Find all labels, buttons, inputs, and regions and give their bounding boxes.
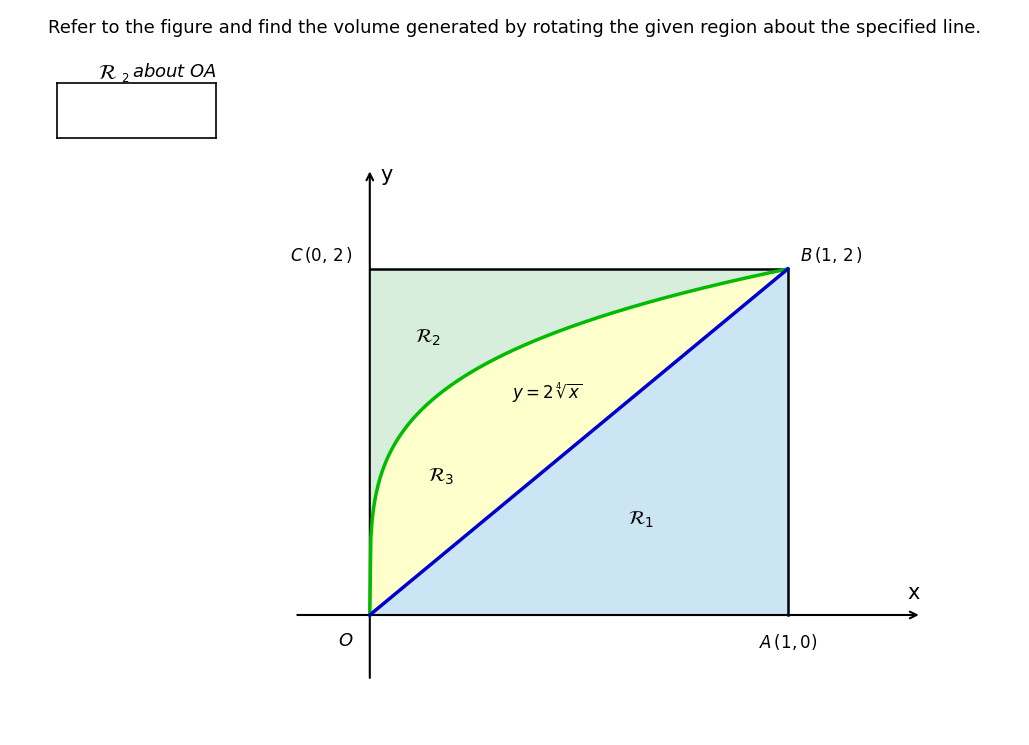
Text: x: x [907,583,920,603]
Text: $C\,(0,\,2\,)$: $C\,(0,\,2\,)$ [290,245,353,265]
Text: $O$: $O$ [338,633,353,650]
Text: y: y [381,165,393,185]
Text: $\mathcal{R}_1$: $\mathcal{R}_1$ [629,510,654,530]
Polygon shape [369,269,788,615]
Text: $_2$: $_2$ [121,67,130,85]
Text: $B\,(1,\,2\,)$: $B\,(1,\,2\,)$ [801,245,863,265]
Text: Refer to the figure and find the volume generated by rotating the given region a: Refer to the figure and find the volume … [48,19,981,37]
Text: $\mathcal{R}$: $\mathcal{R}$ [98,63,116,83]
Text: $\mathcal{R}_2$: $\mathcal{R}_2$ [416,328,441,348]
Text: about $OA$: about $OA$ [132,63,217,81]
Text: $y = 2\,\sqrt[4]{x}$: $y = 2\,\sqrt[4]{x}$ [512,381,582,405]
Text: $A\,(1,0)$: $A\,(1,0)$ [758,633,817,653]
Text: $\mathcal{R}_3$: $\mathcal{R}_3$ [428,466,454,486]
